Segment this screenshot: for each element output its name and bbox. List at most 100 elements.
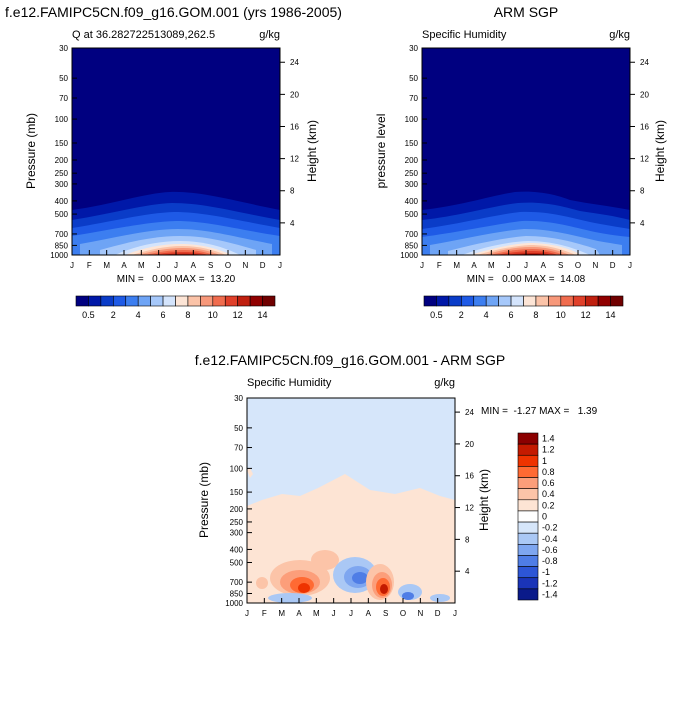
panel-diff-colorbar-label: 0.4 (542, 489, 555, 499)
panel-diff-colorbar-cell (517, 532, 539, 545)
panel-model-ytick-label: 100 (55, 115, 69, 124)
panel-model-xtick-label: M (138, 261, 145, 270)
panel-model-units: g/kg (259, 29, 280, 41)
panel-diff-field (247, 398, 455, 603)
panel-diff-ytick-label: 1000 (225, 599, 243, 608)
panel-obs-colorbar-cell (485, 295, 499, 307)
panel-diff-colorbar-label: -1.4 (542, 589, 558, 599)
panel-diff-xtick-label: N (417, 609, 423, 618)
panel-diff-xtick-label: J (245, 609, 249, 618)
panel-diff-ytick-right-label: 16 (465, 472, 474, 481)
panel-model-stats: MIN = 0.00 MAX = 13.20 (117, 274, 236, 285)
panel-obs-xtick-label: M (488, 261, 495, 270)
panel-obs-field (422, 48, 630, 255)
panel-model-ylabel-right: Height (km) (305, 120, 319, 182)
panel-obs-colorbar-cell (436, 295, 450, 307)
panel-obs-xtick-label: O (575, 261, 581, 270)
panel-model-colorbar-cell (162, 295, 176, 307)
panel-obs-ylabel: pressure level (374, 114, 388, 189)
panel-obs-xtick-label: D (610, 261, 616, 270)
panel-obs-colorbar-cell (523, 295, 537, 307)
panel-diff-colorbar-label: 0.2 (542, 500, 555, 510)
panel-obs-colorbar-label: 6 (509, 310, 514, 320)
panel-obs-ytick-label: 150 (405, 139, 419, 148)
panel-obs-colorbar-cell (510, 295, 524, 307)
panel-diff-ytick-label: 200 (230, 505, 244, 514)
panel-model-xtick-label: O (225, 261, 231, 270)
panel-model-colorbar-label: 2 (111, 310, 116, 320)
panel-obs-xtick-label: J (524, 261, 528, 270)
panel-obs-ytick-label: 100 (405, 115, 419, 124)
panel-obs-colorbar-label: 8 (533, 310, 538, 320)
panel-diff-colorbar-cell (517, 466, 539, 478)
panel-diff-xtick-label: O (400, 609, 406, 618)
panel-obs-xtick-label: F (437, 261, 442, 270)
panel-obs-colorbar-label: 10 (556, 310, 566, 320)
panel-diff-colorbar-cell (517, 577, 539, 590)
panel-model-colorbar-cell (262, 295, 276, 307)
panel-model-xtick-label: F (87, 261, 92, 270)
panel-model-ytick-label: 850 (55, 241, 69, 250)
panel-obs-xtick-label: A (541, 261, 547, 270)
panel-obs-xtick-label: A (471, 261, 477, 270)
panel-diff-ytick-label: 100 (230, 464, 244, 473)
panel-obs-colorbar-cell (597, 295, 611, 307)
panel-diff-colorbar-cell (517, 488, 539, 501)
panel-diff-ytick-right-label: 8 (465, 535, 470, 544)
panel-model-ylabel: Pressure (mb) (24, 113, 38, 189)
panel-model-ytick-label: 1000 (50, 251, 68, 260)
panel-obs-ytick-label: 1000 (400, 251, 418, 260)
panel-obs-colorbar-cell (585, 295, 599, 307)
panel-diff-colorbar-cell (517, 566, 539, 579)
panel-model-ytick-right-label: 16 (290, 122, 299, 131)
panel-obs-xtick-label: J (507, 261, 511, 270)
panel-diff-ytick-label: 850 (230, 589, 244, 598)
panel-model-colorbar-cell (137, 295, 151, 307)
panel-diff-ytick-label: 300 (230, 529, 244, 538)
panel-obs-colorbar-cell (560, 295, 574, 307)
panel-model: f.e12.FAMIPC5CN.f09_g16.GOM.001 (yrs 198… (5, 4, 342, 320)
panel-model-xtick-label: N (242, 261, 248, 270)
panel-model-colorbar-label: 14 (258, 310, 268, 320)
panel-obs-xtick-label: J (628, 261, 632, 270)
panel-model-colorbar-cell (75, 295, 89, 307)
panel-obs-ytick-right-label: 16 (640, 122, 649, 131)
panel-diff-ytick-label: 500 (230, 558, 244, 567)
panel-obs-xtick-label: N (592, 261, 598, 270)
panel-diff-stats: MIN = -1.27 MAX = 1.39 (481, 406, 598, 417)
panel-diff: f.e12.FAMIPC5CN.f09_g16.GOM.001 - ARM SG… (195, 352, 598, 618)
panel-model-ytick-label: 500 (55, 210, 69, 219)
panel-obs-colorbar-cell (423, 295, 437, 307)
panel-diff-xtick-label: J (453, 609, 457, 618)
panel-model-colorbar-cell (88, 295, 102, 307)
panel-model-xtick-label: J (157, 261, 161, 270)
panel-diff-colorbar-label: 1 (542, 456, 547, 466)
panel-obs-stats: MIN = 0.00 MAX = 14.08 (467, 274, 586, 285)
panel-model-ytick-label: 250 (55, 169, 69, 178)
panel-obs-title: ARM SGP (494, 4, 559, 20)
panel-model-ytick-right-label: 20 (290, 90, 299, 99)
panel-diff-ytick-label: 400 (230, 545, 244, 554)
panel-model-colorbar-cell (224, 295, 238, 307)
panel-model-colorbar-label: 6 (161, 310, 166, 320)
panel-model-xtick-label: M (103, 261, 110, 270)
panel-model-xtick-label: S (208, 261, 213, 270)
panel-model-colorbar-cell (212, 295, 226, 307)
panel-model-xtick-label: J (278, 261, 282, 270)
panel-diff-colorbar-cell (517, 544, 539, 556)
panel-obs-colorbar-label: 2 (459, 310, 464, 320)
panel-diff-ylabel: Pressure (mb) (197, 462, 211, 538)
panel-model-colorbar-cell (150, 295, 164, 307)
panel-obs-colorbar-cell (498, 295, 512, 307)
panel-model-colorbar-cell (237, 295, 251, 307)
panel-diff-ytick-label: 30 (234, 394, 243, 403)
panel-diff-colorbar-label: -1.2 (542, 578, 558, 588)
panel-model-colorbar-cell (187, 295, 201, 307)
panel-diff-subtitle: Specific Humidity (247, 377, 332, 389)
panel-model-ytick-label: 50 (59, 74, 68, 83)
panel-diff-xtick-label: S (383, 609, 388, 618)
panel-model-xtick-label: A (121, 261, 127, 270)
panel-diff-title: f.e12.FAMIPC5CN.f09_g16.GOM.001 - ARM SG… (195, 352, 505, 368)
panel-model-ytick-right-label: 4 (290, 219, 295, 228)
panel-model-ytick-label: 700 (55, 230, 69, 239)
